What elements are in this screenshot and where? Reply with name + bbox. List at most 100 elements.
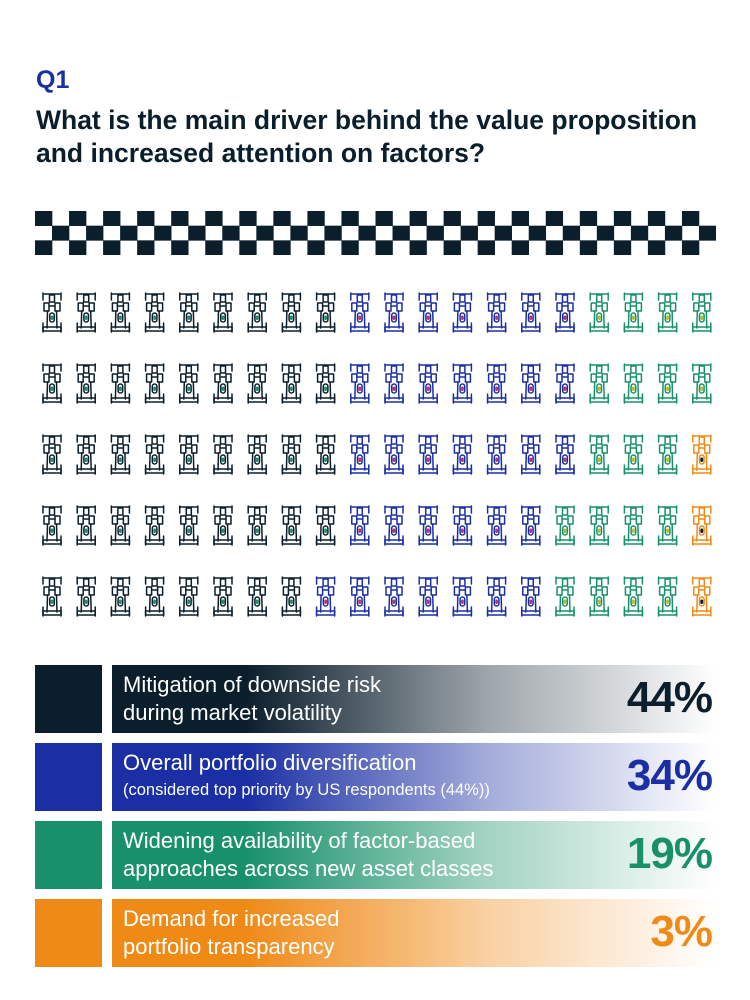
race-car-icon [315,505,336,546]
race-car-icon [281,363,302,404]
race-car-icon [452,434,473,475]
race-car-icon [42,434,62,475]
race-car-icon [281,434,302,475]
race-car-icon [384,292,404,333]
race-car-icon [384,505,404,546]
race-car-icon [213,292,233,333]
race-car-icon [418,434,438,475]
checker-square [375,240,393,255]
race-car-icon [350,576,370,617]
legend-swatch-orange [35,899,102,967]
race-car-icon [555,576,575,617]
checker-square [664,225,683,241]
race-car-icon [350,434,370,475]
checker-square [307,211,325,226]
checker-square [273,240,291,255]
legend-swatch-blue [35,743,102,811]
legend-bar [112,665,716,733]
race-car-icon [281,292,302,333]
race-car-icon [247,434,267,475]
checker-square [256,225,274,241]
checker-square [477,211,495,226]
race-car-icon [418,576,438,617]
race-car-icon [179,576,199,617]
checker-square [273,211,291,226]
race-car-icon [247,505,267,546]
checker-square [137,211,155,226]
legend-percent: 19% [626,829,713,878]
race-car-icon [110,434,131,475]
checker-square [171,211,189,226]
checker-square [69,240,87,255]
checker-square [341,211,359,226]
race-car-icon [315,363,336,404]
race-car-icon [692,505,712,546]
legend-label-note: (considered top priority by US responden… [123,781,490,799]
checker-square [188,225,206,241]
race-car-icon [657,505,678,546]
checker-square [120,225,138,241]
checker-square [426,225,444,241]
race-car-icon [555,363,575,404]
race-car-icon [452,505,473,546]
race-car-icon [42,505,62,546]
checker-square [613,211,632,226]
checker-square [647,240,666,255]
legend-bar [112,821,716,889]
checker-square [69,211,87,226]
race-car-icon [76,576,96,617]
race-car-icon [179,434,199,475]
checker-square [239,211,257,226]
checker-square [494,225,512,241]
legend-label-line1: Overall portfolio diversification [123,750,417,775]
race-car-icon [623,505,644,546]
race-car-icon [315,576,336,617]
checker-square [222,225,240,241]
race-car-icon [76,363,96,404]
race-car-icon [76,292,96,333]
race-car-icon [281,505,302,546]
legend-label-line2: portfolio transparency [123,934,335,959]
race-car-icon [521,434,541,475]
race-car-icon [521,505,541,546]
checker-square [392,225,410,241]
checker-square [630,225,649,241]
race-car-icon [144,576,165,617]
race-car-icon [657,576,678,617]
race-car-icon [247,576,267,617]
legend-label: Widening availability of factor-based ap… [123,827,603,883]
legend-percent: 3% [650,907,713,956]
legend-label: Demand for increased portfolio transpare… [123,905,603,961]
race-car-icon [589,292,609,333]
legend-percent: 44% [626,673,713,722]
legend-percent: 34% [626,751,713,800]
race-car-icon [452,363,473,404]
race-car-icon [110,576,131,617]
race-car-icon [213,505,233,546]
race-car-icon [179,292,199,333]
race-car-icon [623,434,644,475]
legend-label: Mitigation of downside risk during marke… [123,671,603,727]
race-car-icon [384,434,404,475]
race-car-icon [315,292,336,333]
race-car-icon [42,292,62,333]
checker-square [613,240,632,255]
race-car-icon [384,576,404,617]
race-car-icon [657,292,678,333]
checker-square [511,211,530,226]
race-car-icon [692,434,712,475]
legend-label-line2: approaches across new asset classes [123,856,494,881]
question-number: Q1 [36,66,70,94]
checker-square [307,240,325,255]
race-car-icon [76,434,96,475]
checker-square [409,240,427,255]
race-car-icon [350,292,370,333]
race-car-icon [418,363,438,404]
legend-item-diversification: Overall portfolio diversification (consi… [35,743,716,811]
checker-square [290,225,308,241]
race-car-icon [589,505,609,546]
legend-bar [112,743,716,811]
checkered-flag-banner [35,211,716,255]
race-car-icon [144,505,165,546]
checker-square [35,211,53,226]
